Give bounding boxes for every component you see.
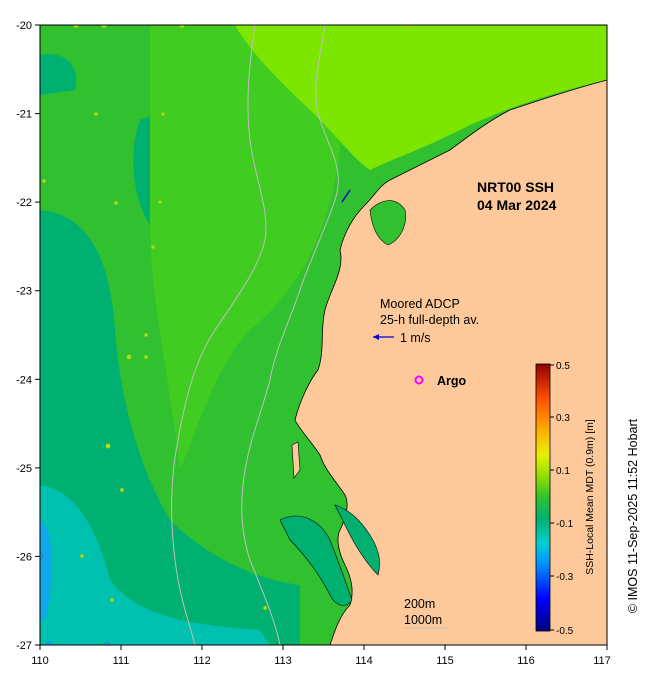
adcp-sublabel: 25-h full-depth av. xyxy=(380,313,479,327)
ssh-high-region xyxy=(235,25,607,170)
lat-tick-label: -23 xyxy=(16,286,32,298)
vector-scale-label: 1 m/s xyxy=(400,331,431,345)
argo-legend-icon xyxy=(414,375,424,385)
colorbar-label: -0.5 xyxy=(556,626,574,637)
colorbar-label: 0.3 xyxy=(556,413,570,424)
argo-legend-label: Argo xyxy=(437,374,467,388)
colorbar-label: -0.1 xyxy=(556,519,574,530)
ssh-lowest-spot xyxy=(40,520,52,620)
credit-text: © IMOS 11-Sep-2025 11:52 Hobart xyxy=(626,418,640,613)
colorbar-title: SSH-Local Mean MDT (0.9m) [m] xyxy=(584,419,596,575)
colorbar-ramp xyxy=(535,363,551,632)
lon-tick-label: 114 xyxy=(355,655,373,667)
lon-tick-label: 111 xyxy=(113,655,130,667)
ssh-mid-shelf xyxy=(150,25,340,470)
lat-tick-label: -25 xyxy=(16,463,32,475)
contour-200-label: 200m xyxy=(404,597,435,611)
colorbar-label: 0.1 xyxy=(556,466,570,477)
lat-tick-label: -20 xyxy=(16,20,32,32)
map-panel xyxy=(40,25,607,645)
lat-axis: -20 -21 -22 -23 -24 -25 -26 -27 xyxy=(16,20,40,652)
adcp-label: Moored ADCP xyxy=(380,297,460,311)
map-title: NRT00 SSH xyxy=(477,179,554,195)
argo-dots xyxy=(40,25,412,645)
island-1 xyxy=(291,441,301,479)
bay-water-1 xyxy=(279,515,353,606)
lon-tick-label: 113 xyxy=(274,655,292,667)
colorbar-label: -0.3 xyxy=(556,572,574,583)
lon-tick-label: 112 xyxy=(193,655,211,667)
colorbar-label: 0.5 xyxy=(556,361,570,372)
lon-tick-label: 110 xyxy=(31,655,49,667)
colorbar: 0.5 0.3 0.1 -0.1 -0.3 -0.5 SSH-Local Mea… xyxy=(535,361,596,637)
lon-tick-label: 117 xyxy=(593,655,611,667)
lat-tick-label: -27 xyxy=(16,640,32,652)
lat-tick-label: -26 xyxy=(16,551,32,563)
bay-water-2 xyxy=(334,504,380,576)
lat-tick-label: -22 xyxy=(16,197,32,209)
lat-tick-label: -24 xyxy=(16,374,32,386)
contour-1000-label: 1000m xyxy=(404,613,442,627)
lat-tick-label: -21 xyxy=(16,109,32,121)
map-frame xyxy=(39,24,608,646)
ssh-lower-region xyxy=(40,485,270,645)
lon-axis: 110 111 112 113 114 115 116 117 xyxy=(31,645,611,667)
ssh-low-region xyxy=(40,210,300,645)
gulf-water xyxy=(369,200,406,246)
map-date: 04 Mar 2024 xyxy=(477,197,557,213)
contour-1000m xyxy=(171,25,267,645)
scale-vector xyxy=(373,334,394,340)
ssh-low-west xyxy=(40,54,77,95)
lon-tick-label: 115 xyxy=(436,655,454,667)
adcp-vector xyxy=(341,189,351,203)
lon-tick-label: 116 xyxy=(517,655,535,667)
contour-200m xyxy=(241,25,339,645)
